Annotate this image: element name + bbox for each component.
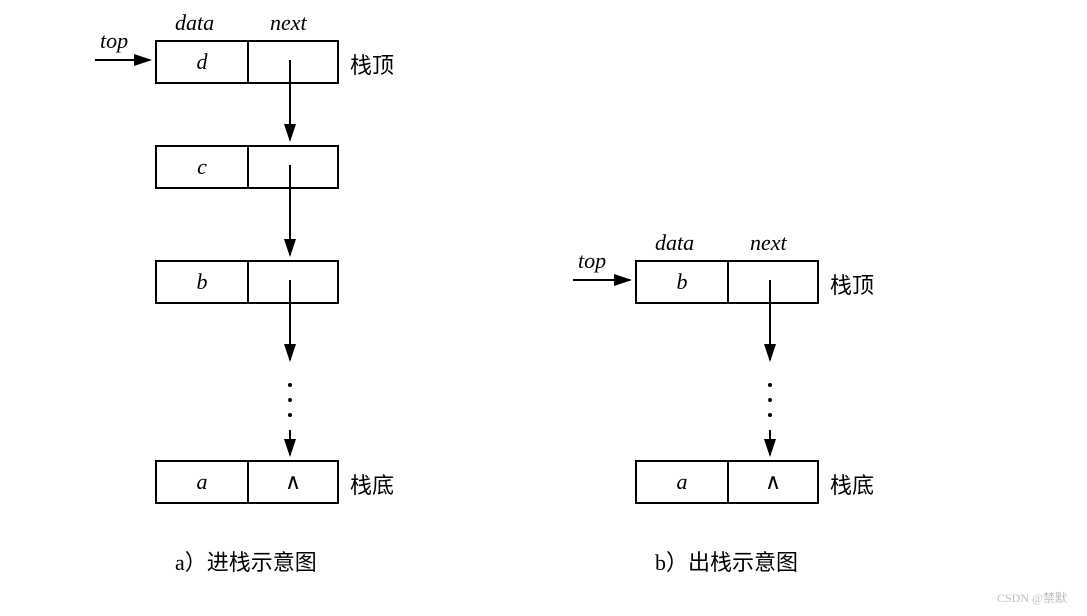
node-d-data: d: [157, 42, 247, 82]
header-data-b: data: [655, 230, 694, 256]
node-b-b-data: b: [637, 262, 727, 302]
node-b-a-data: b: [157, 262, 247, 302]
node-b-b: b: [635, 260, 819, 304]
panel-b-caption: b）出栈示意图: [655, 545, 798, 577]
header-next-b: next: [750, 230, 787, 256]
node-a-a-next: ∧: [247, 462, 337, 502]
node-a-b: a ∧: [635, 460, 819, 504]
node-a-a-data: a: [157, 462, 247, 502]
header-next-a: next: [270, 10, 307, 36]
node-d-next: [247, 42, 337, 82]
node-d: d: [155, 40, 339, 84]
diagram-stage: data next top d 栈顶 c b a ∧ 栈底 a）进栈示意图 da…: [0, 0, 1087, 616]
stack-bottom-label-a: 栈底: [350, 468, 394, 500]
header-data-a: data: [175, 10, 214, 36]
node-c-next: [247, 147, 337, 187]
node-c: c: [155, 145, 339, 189]
stack-bottom-label-b: 栈底: [830, 468, 874, 500]
node-a-b-next: ∧: [727, 462, 817, 502]
panel-a-caption: a）进栈示意图: [175, 545, 317, 577]
node-b-a: b: [155, 260, 339, 304]
arrows-overlay: [0, 0, 1087, 616]
stack-top-label-a: 栈顶: [350, 48, 394, 80]
top-pointer-label-a: top: [100, 28, 128, 54]
node-b-b-next: [727, 262, 817, 302]
watermark: CSDN @禁默: [997, 589, 1067, 606]
node-a-b-data: a: [637, 462, 727, 502]
node-c-data: c: [157, 147, 247, 187]
node-a-a: a ∧: [155, 460, 339, 504]
stack-top-label-b: 栈顶: [830, 268, 874, 300]
top-pointer-label-b: top: [578, 248, 606, 274]
node-b-a-next: [247, 262, 337, 302]
